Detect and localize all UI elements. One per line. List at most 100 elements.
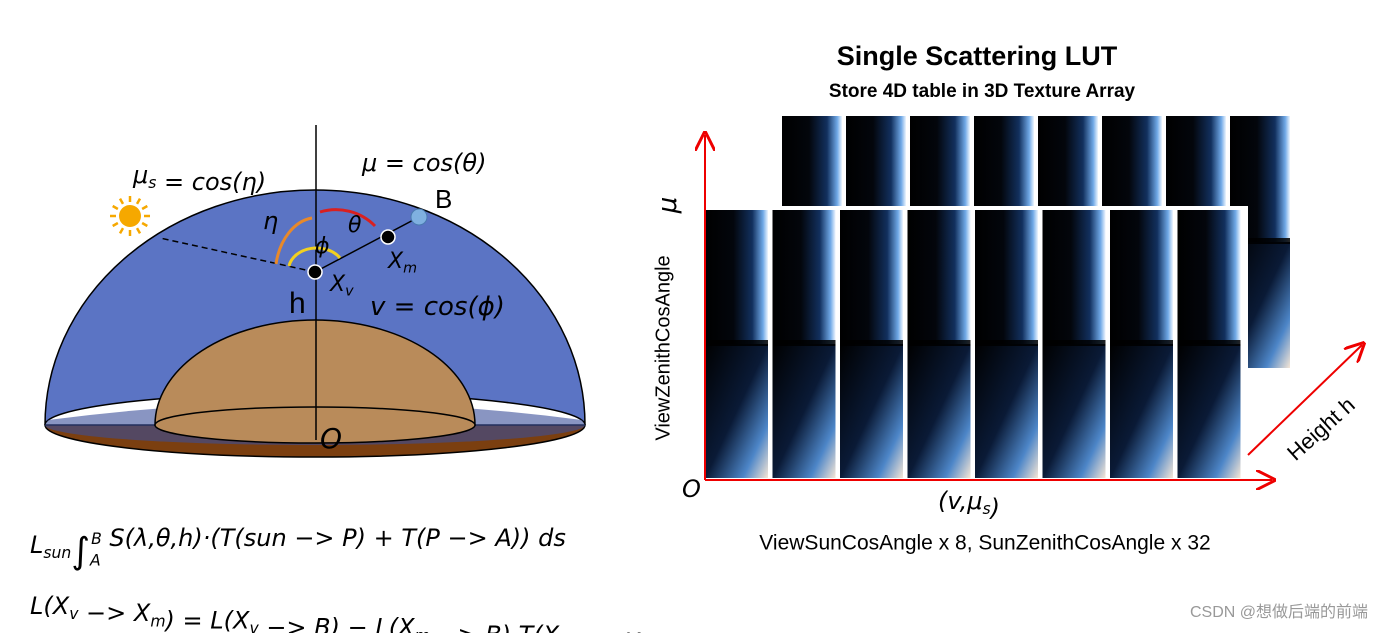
subtitle: Store 4D table in 3D Texture Array bbox=[829, 81, 1136, 102]
text-part: −> B)·T(X bbox=[430, 621, 560, 633]
sun-ray bbox=[118, 227, 125, 234]
title: Single Scattering LUT bbox=[837, 41, 1118, 71]
sun-ray bbox=[135, 198, 142, 205]
text-part: X bbox=[329, 272, 346, 297]
equation: Lsun∫AB S(λ,θ,h)·(T(sun −> P) + T(P −> A… bbox=[30, 524, 566, 572]
texture-slice bbox=[907, 340, 971, 346]
sun-ray bbox=[141, 221, 148, 228]
texture-slice bbox=[975, 344, 1038, 478]
label: O bbox=[320, 422, 342, 455]
eta-arc bbox=[274, 216, 313, 265]
text-part: B bbox=[91, 529, 102, 547]
sun-ray bbox=[135, 227, 142, 234]
text-part: O bbox=[320, 422, 342, 455]
sun-direction bbox=[159, 237, 316, 273]
texture-slice bbox=[1177, 344, 1241, 478]
texture-slice bbox=[1042, 210, 1106, 344]
label: μ = cos(θ) bbox=[361, 149, 486, 177]
label: B bbox=[435, 184, 452, 214]
text-part: O bbox=[682, 475, 701, 503]
text-part: (v,μ bbox=[938, 487, 983, 515]
text-part: ) bbox=[989, 494, 1000, 522]
texture-slice bbox=[1042, 340, 1106, 346]
text-part: = cos(η) bbox=[156, 168, 266, 196]
text-part: μ = cos(θ) bbox=[361, 149, 486, 177]
z-axis bbox=[1247, 345, 1362, 456]
point-b bbox=[410, 208, 428, 226]
earth-base bbox=[154, 406, 476, 444]
texture-slice bbox=[1110, 210, 1173, 344]
equation: L(Xv −> Xm) = L(Xv −> B) − L(Xm −> B)·T(… bbox=[30, 592, 665, 633]
texture-slice bbox=[1230, 238, 1290, 244]
text-part: v = cos(ϕ) bbox=[370, 292, 505, 322]
texture-slice bbox=[1110, 340, 1173, 346]
text-part: v bbox=[249, 619, 259, 633]
text-part: ∫ bbox=[71, 531, 90, 572]
texture-slice bbox=[975, 340, 1038, 346]
label: h bbox=[289, 287, 306, 320]
text-part: B bbox=[435, 184, 452, 214]
texture-slice bbox=[705, 344, 768, 478]
text-part: v bbox=[345, 284, 354, 300]
text-part: −> B) − L(X bbox=[259, 614, 415, 633]
point-xv bbox=[307, 264, 323, 280]
text-part: sun bbox=[43, 544, 71, 562]
label: η bbox=[263, 207, 278, 235]
texture-slice bbox=[1110, 344, 1173, 478]
label: Xv bbox=[329, 272, 354, 300]
dome-diagram bbox=[44, 125, 586, 458]
sun-ray bbox=[112, 221, 119, 228]
texture-slice bbox=[772, 340, 836, 346]
text-part: s bbox=[148, 174, 156, 192]
text-part: μ bbox=[653, 197, 683, 215]
x-axis-label: (v,μs) bbox=[938, 487, 1000, 522]
texture-slice bbox=[840, 210, 903, 344]
texture-slice bbox=[705, 210, 768, 344]
text-part: μ bbox=[132, 161, 148, 189]
text-part: m bbox=[403, 261, 417, 277]
texture-slice bbox=[840, 344, 903, 478]
texture-slice bbox=[1042, 344, 1106, 478]
label: Xm bbox=[387, 249, 417, 277]
text-part: η bbox=[263, 207, 278, 235]
sun-ray bbox=[118, 198, 125, 205]
texture-slice bbox=[1177, 210, 1241, 344]
sun-ray bbox=[112, 204, 119, 211]
text-part: θ bbox=[348, 213, 362, 238]
label: μs = cos(η) bbox=[132, 161, 266, 196]
label: v = cos(ϕ) bbox=[370, 292, 505, 322]
sun-ray bbox=[141, 204, 148, 211]
texture-slice bbox=[840, 340, 903, 346]
texture-slice bbox=[1177, 340, 1241, 346]
text-part: m bbox=[150, 612, 165, 630]
z-axis-label: Height h bbox=[1282, 392, 1360, 465]
theta-arc bbox=[319, 208, 377, 228]
text-part: v bbox=[69, 605, 79, 623]
text-part: ) = L(X bbox=[164, 606, 250, 633]
text-part: A bbox=[89, 551, 101, 569]
text-part: m bbox=[415, 626, 430, 633]
text-part: h bbox=[289, 287, 306, 320]
text-part: s bbox=[983, 500, 991, 518]
phi-arc bbox=[287, 246, 342, 267]
y-axis-label: ViewZenithCosAngle bbox=[652, 255, 674, 440]
view-ray bbox=[314, 216, 420, 273]
text-part: L(X bbox=[30, 592, 70, 620]
caption: ViewSunCosAngle x 8, SunZenithCosAngle x… bbox=[759, 532, 1210, 555]
origin-label: O bbox=[682, 475, 701, 503]
label: ϕ bbox=[315, 234, 330, 259]
texture-slice bbox=[705, 340, 768, 346]
text-part: ϕ bbox=[315, 234, 330, 259]
texture-slice bbox=[907, 344, 971, 478]
texture-slice bbox=[772, 210, 836, 344]
texture-layer-front bbox=[705, 210, 1241, 478]
point-xm bbox=[380, 229, 396, 245]
axis-symbol: μ bbox=[653, 197, 683, 215]
text-part: S(λ,θ,h)·(T(sun −> P) + T(P −> A)) ds bbox=[102, 524, 566, 552]
text-part: −> X bbox=[568, 628, 640, 633]
sun bbox=[110, 196, 150, 236]
label: θ bbox=[348, 213, 362, 238]
text-part: L bbox=[30, 531, 43, 559]
texture-slice bbox=[907, 210, 971, 344]
